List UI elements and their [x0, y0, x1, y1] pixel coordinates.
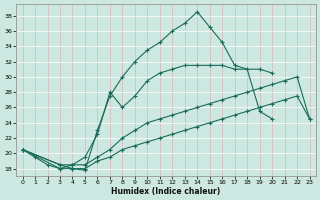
- X-axis label: Humidex (Indice chaleur): Humidex (Indice chaleur): [111, 187, 221, 196]
